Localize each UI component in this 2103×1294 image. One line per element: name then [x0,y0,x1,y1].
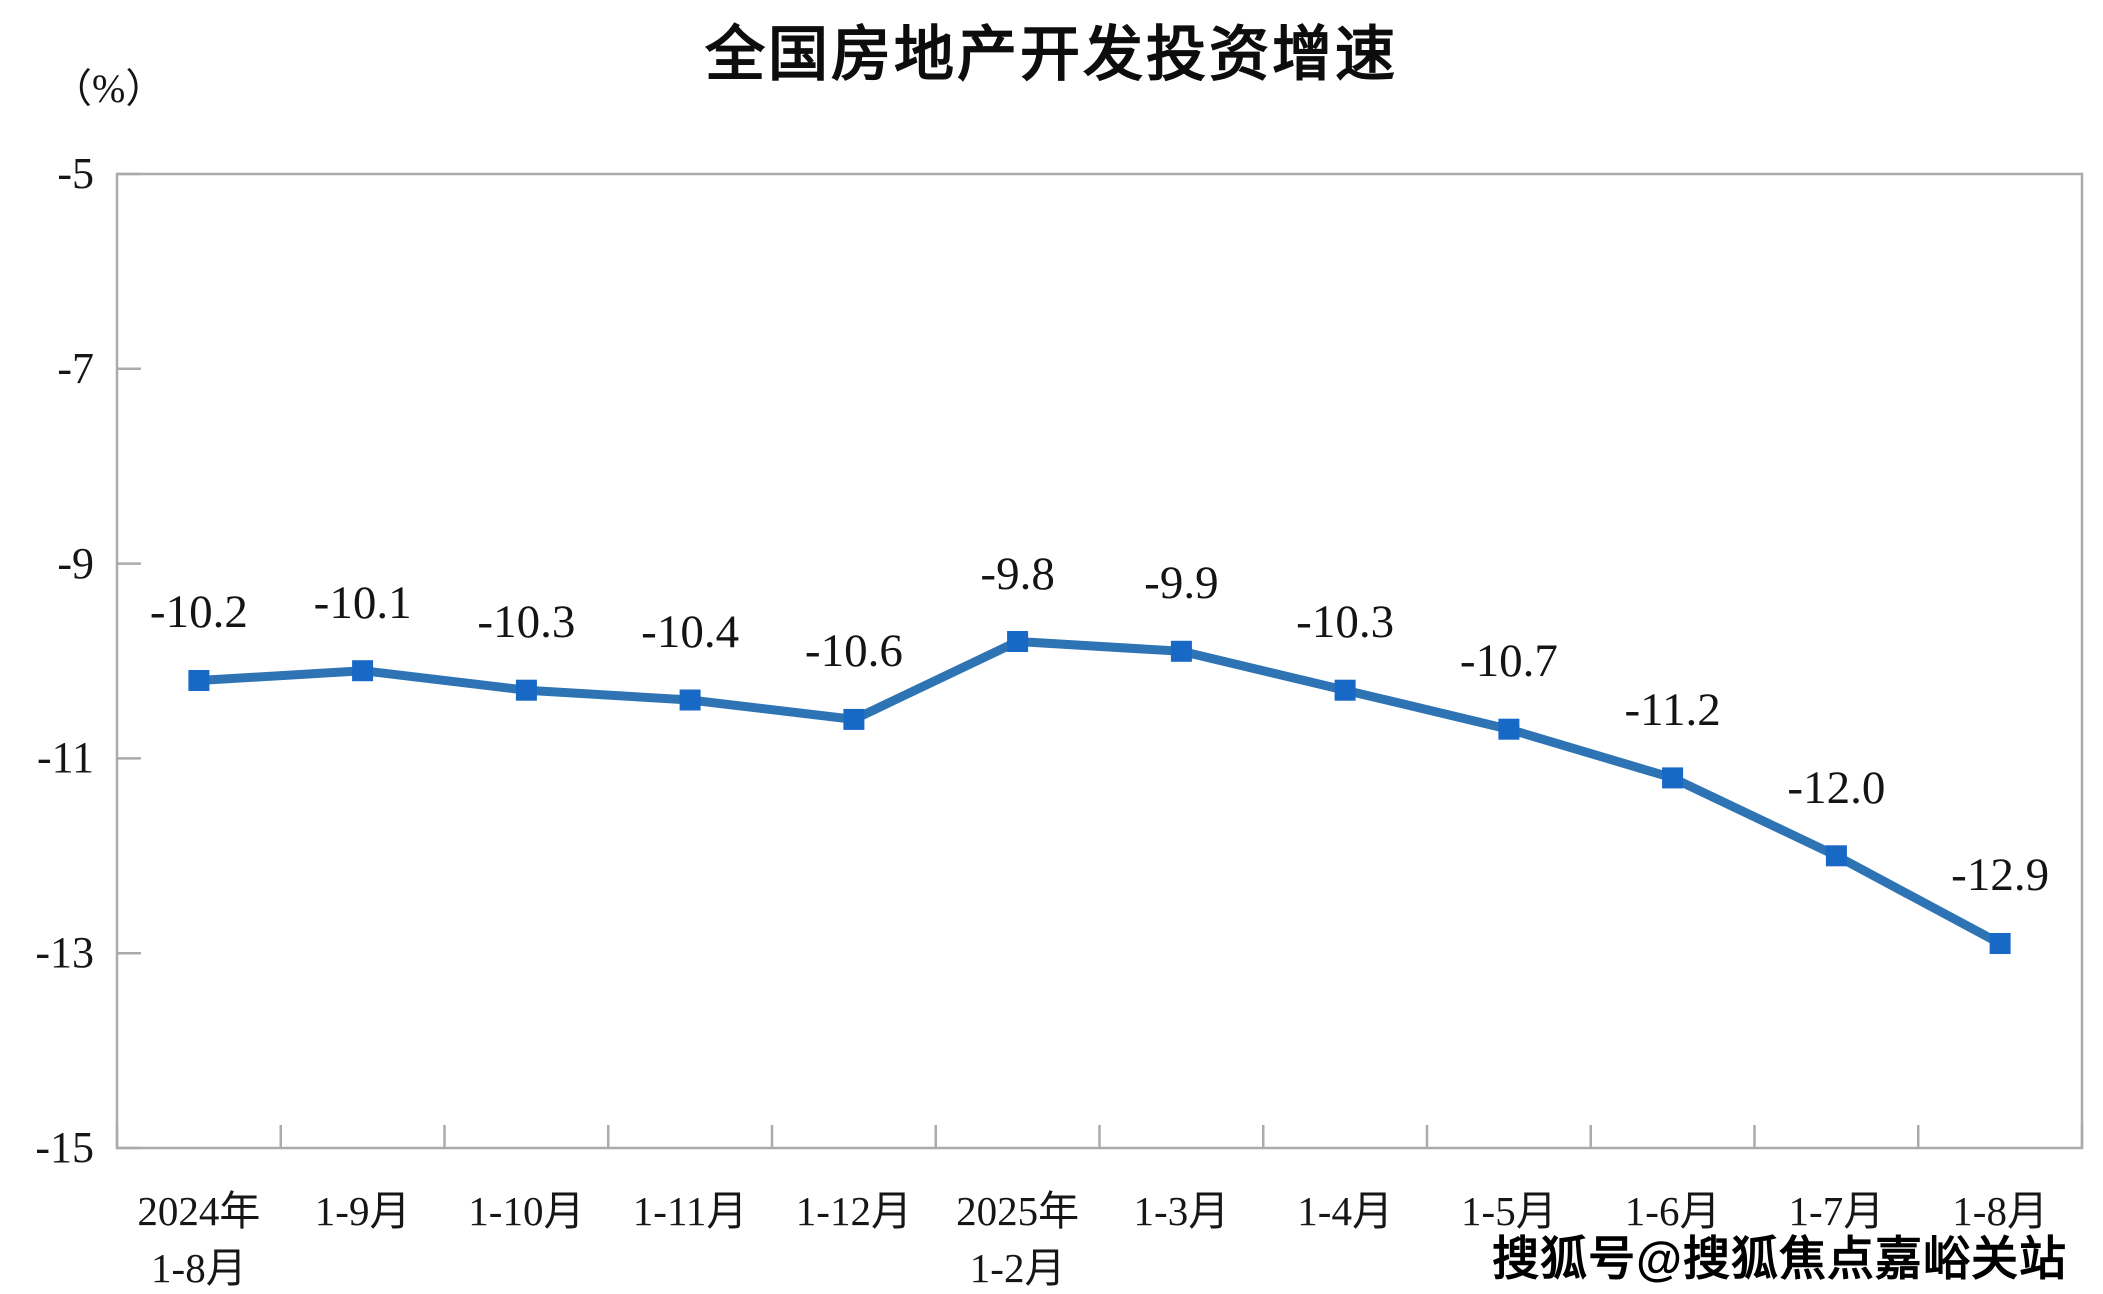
axis-frame [115,172,2084,1150]
data-label: -9.9 [1144,557,1219,610]
data-point-marker [843,708,865,730]
data-point-marker [1498,718,1520,740]
x-axis-label: 1-4月 [1297,1188,1393,1234]
data-label: -10.7 [1459,635,1558,688]
data-label: -10.2 [149,586,248,639]
data-label: -11.2 [1624,683,1721,736]
data-point-marker [1170,640,1192,662]
data-label: -10.3 [1296,596,1395,649]
data-point-marker [679,689,701,711]
watermark: 搜狐号@搜狐焦点嘉峪关站 [1492,1232,2067,1285]
x-axis-label: 1-10月 [468,1188,585,1234]
y-axis-label: -5 [57,149,94,198]
x-axis-label: 1-5月 [1461,1188,1557,1234]
y-axis-label: -7 [57,343,94,393]
data-point-marker [352,660,374,682]
x-axis-label: 2024年 1-8月 [137,1188,261,1291]
data-point-marker [1662,767,1684,789]
data-label: -10.4 [641,605,740,658]
y-axis-label: -9 [57,538,94,588]
x-axis-label: 1-8月 [1952,1188,2048,1234]
x-axis-label: 1-7月 [1788,1188,1885,1234]
line-series [194,637,2005,948]
data-label: -10.6 [804,625,903,678]
chart-title: 全国房地产开发投资增速 [705,21,1398,88]
data-label: -10.1 [313,576,412,629]
x-axis-label: 1-11月 [632,1188,748,1234]
data-point-marker [1334,679,1356,701]
data-label: -12.0 [1787,761,1886,814]
x-axis-label: 2025年 1-2月 [956,1188,1080,1291]
data-label: -9.8 [980,547,1055,600]
y-axis-label: -11 [36,733,94,783]
data-label: -12.9 [1951,849,2050,902]
y-axis-unit-label: （%） [52,66,166,111]
x-axis-label: 1-12月 [795,1188,912,1234]
y-axis-label: -15 [35,1123,94,1172]
y-axis-label: -13 [35,928,94,978]
data-point-marker [1825,845,1847,867]
data-point-marker [1989,933,2011,954]
x-axis-label: 1-9月 [314,1188,411,1234]
data-point-marker [515,679,537,701]
data-point-marker [1007,631,1029,652]
x-axis-label: 1-6月 [1624,1188,1721,1234]
data-label: -10.3 [477,596,576,649]
x-axis-label: 1-3月 [1133,1188,1230,1234]
data-point-marker [188,670,210,691]
